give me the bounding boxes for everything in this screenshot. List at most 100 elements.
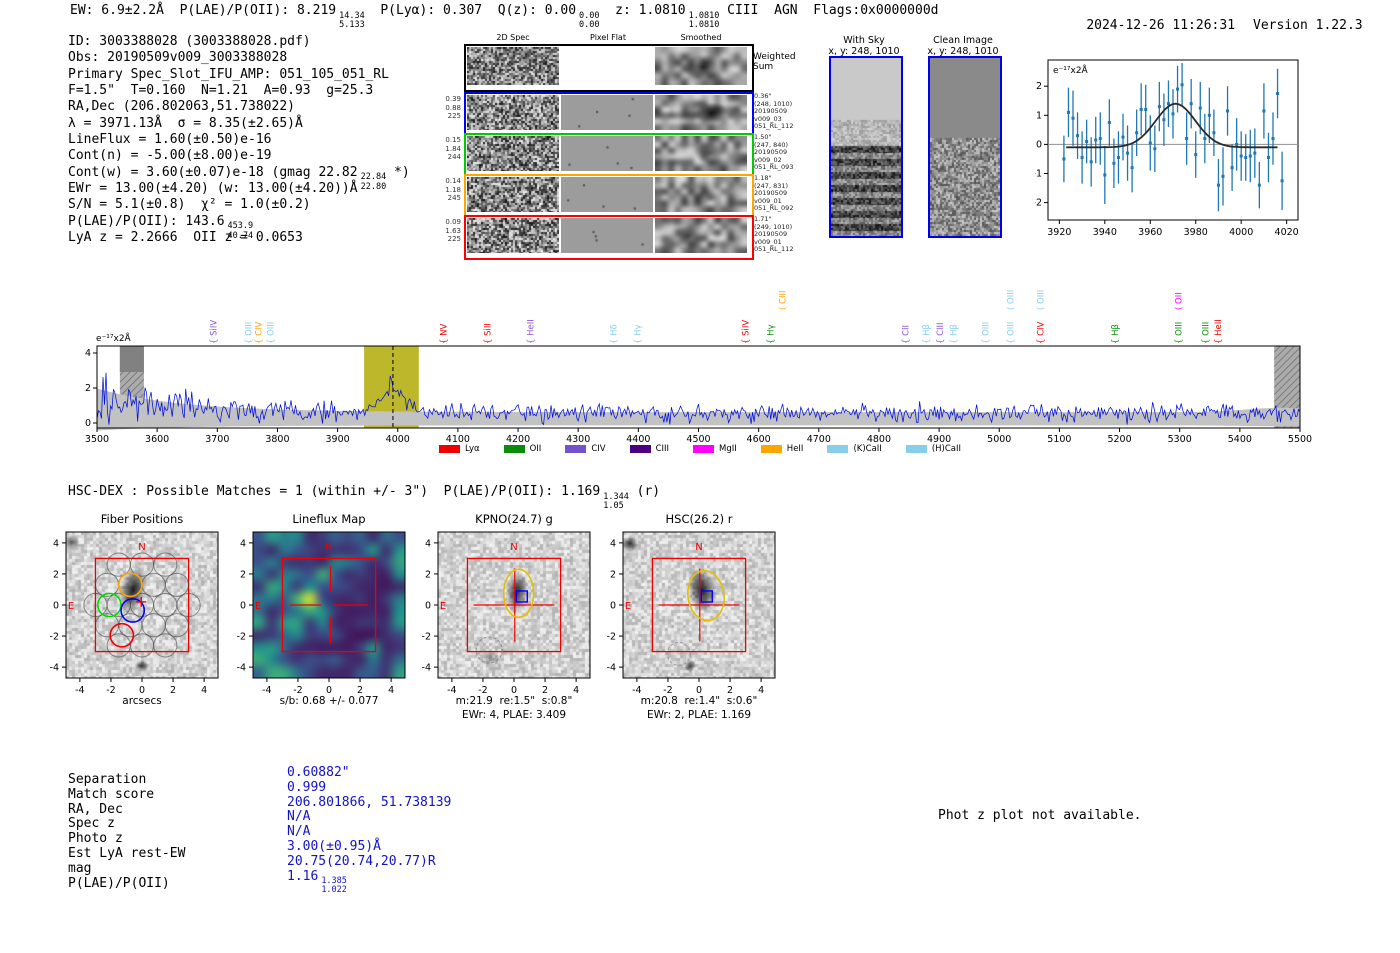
svg-text:-2: -2 (607, 632, 616, 643)
svg-text:0: 0 (139, 685, 145, 696)
twod-row (464, 174, 754, 219)
match-row-label: Photo z (68, 831, 123, 847)
twod-right-label: v009_03 (754, 114, 782, 123)
text-segment: z: 1.0810 (599, 3, 686, 18)
text-segment: *) (386, 164, 410, 180)
twod-row-smoothed (655, 95, 747, 130)
twod-row-pixelflat (561, 218, 653, 253)
twod-left-label: 0.88 (445, 103, 461, 112)
svg-text:4600: 4600 (747, 434, 771, 445)
info-line: P(LAE)/P(OII): 143.6 453.9 40.74 (68, 214, 410, 241)
twod-row-pixelflat (561, 177, 653, 212)
legend-swatch-(K)CaII (827, 445, 849, 453)
svg-text:4: 4 (388, 685, 394, 696)
catalog-box (700, 590, 713, 603)
emission-line-marker: { Hγ (634, 324, 644, 344)
legend-swatch-OII (503, 445, 525, 453)
svg-text:-2: -2 (478, 685, 487, 696)
svg-text:2: 2 (425, 569, 431, 580)
source-ellipse (687, 569, 725, 622)
emission-line-marker: { HeII (1214, 319, 1224, 344)
twod-right-label: v009_01 (754, 196, 782, 205)
twod-left-label: 245 (447, 194, 461, 202)
twod-right-label: v009_01 (754, 237, 782, 246)
hi-lo-stack: 453.9 40.74 (227, 221, 254, 241)
emission-line-marker: { OIII (981, 322, 991, 344)
twod-col-header-pixelflat: Pixel Flat (590, 33, 626, 42)
full-spectrum-plot: 3500 3600 3700 3800 3900 4000 4100 4200 4300 4400… (85, 268, 1315, 468)
match-row-value: N/A (287, 809, 311, 825)
hi-lo-stack: 22.84 22.80 (360, 172, 387, 192)
svg-text:0: 0 (610, 601, 616, 612)
legend-item: CIV (565, 444, 606, 454)
info-line: F=1.5" T=0.160 N=1.21 A=0.93 g=25.3 (68, 83, 410, 99)
clean-image (928, 56, 1002, 238)
text-segment: S/N = 5.1(±0.8) χ² = 1.0(±0.2) (68, 197, 311, 213)
svg-text:-1: -1 (1035, 168, 1042, 179)
fiber-circle (109, 622, 135, 648)
twod-right-label: 0.36" (754, 92, 772, 100)
compass-north: N (510, 542, 517, 553)
twod-weighted-smoothed (655, 47, 747, 85)
cutout-overlay-lineflux: 4 2 0 -2 -4 -4 -2 0 2 4 N E (237, 531, 406, 696)
cutout-title-kpno: KPNO(24.7) g (475, 512, 553, 526)
legend-label: (K)CaII (853, 444, 882, 454)
datetime-text: 2024-12-26 11:26:31 (1086, 18, 1236, 33)
cutout-caption-sb: s/b: 0.68 +/- 0.077 (279, 695, 379, 707)
match-row-label: Separation (68, 772, 147, 787)
svg-text:0: 0 (326, 685, 332, 696)
compass-east: E (440, 601, 446, 612)
hi-lo-stack: 14.34 5.133 (339, 10, 365, 30)
cutout-overlay-image: 4 2 0 -2 -4 -4 -2 0 2 4 N E (607, 531, 776, 696)
compass-east: E (625, 601, 631, 612)
twod-left-label: 1.84 (445, 144, 461, 153)
twod-row-2dspec (467, 177, 559, 212)
with-sky-title: With Sky x, y: 248, 1010 (828, 35, 899, 58)
twod-right-label: (247, 831) (754, 181, 789, 190)
svg-text:-4: -4 (50, 663, 59, 674)
twod-left-label: 0.39 (445, 95, 461, 103)
svg-text:0: 0 (696, 685, 702, 696)
twod-row-pixelflat (561, 136, 653, 171)
cutout-caption-kpno-2: EWr: 4, PLAE: 3.409 (461, 709, 567, 721)
line-fit-plot: 3920 3940 3960 3980 4000 4020 -2 -1 0 1 2 e⁻¹⁷x2Å (1033, 50, 1307, 245)
svg-text:-4: -4 (447, 685, 456, 696)
twod-left-label: 244 (447, 153, 461, 161)
svg-text:2: 2 (85, 383, 91, 394)
text-segment: CIII AGN Flags:0x0000000d (719, 3, 939, 18)
svg-text:0: 0 (53, 601, 59, 612)
info-line: Primary Spec_Slot_IFU_AMP: 051_105_051_R… (68, 67, 410, 83)
svg-text:4: 4 (201, 685, 207, 696)
emission-line-marker: ( OIII (1007, 290, 1017, 310)
svg-text:4400: 4400 (626, 434, 650, 445)
svg-text:0: 0 (1036, 139, 1042, 150)
match-row-value: 0.60882" (287, 765, 350, 780)
twod-row-right-labels: 1.50" (247, 840) 20190509 v009_02 051_RL_093 (754, 133, 802, 172)
svg-text:4000: 4000 (386, 434, 410, 445)
svg-text:-2: -2 (50, 632, 59, 643)
emission-line-marker: ( CIII (779, 291, 789, 310)
match-row-label: Est LyA rest-EW (68, 845, 186, 861)
svg-text:-2: -2 (663, 685, 672, 696)
twod-col-header-smoothed: Smoothed (680, 33, 722, 42)
svg-text:4200: 4200 (506, 434, 530, 445)
svg-text:5300: 5300 (1168, 434, 1192, 445)
text-segment: Obs: 20190509v009_3003388028 (68, 50, 288, 66)
svg-text:-4: -4 (262, 685, 271, 696)
svg-text:-4: -4 (607, 663, 616, 674)
svg-text:4700: 4700 (807, 434, 831, 445)
legend-swatch-MgII (693, 445, 715, 453)
hsc-dex-match-line: HSC-DEX : Possible Matches = 1 (within +… (68, 484, 660, 511)
svg-text:4300: 4300 (566, 434, 590, 445)
photz-notice: Phot z plot not available. (938, 808, 1142, 823)
report-timestamp: 2024-12-26 11:26:31 Version 1.22.3 (1055, 3, 1362, 48)
cutout-overlay-image: 4 2 0 -2 -4 -4 -2 0 2 4 N E (422, 531, 591, 696)
svg-text:2: 2 (1036, 81, 1042, 92)
legend-item: (K)CaII (827, 444, 882, 454)
emission-line-marker: { SiII (483, 323, 493, 344)
info-line: EWr = 13.00(±4.20) (w: 13.00(±4.20))Å (68, 181, 410, 197)
legend-label: (H)CaII (931, 444, 961, 454)
text-segment: Cont(w) = 3.60(±0.07)e-18 (gmag 22.82 (68, 164, 358, 180)
legend-swatch-CIII (629, 445, 651, 453)
